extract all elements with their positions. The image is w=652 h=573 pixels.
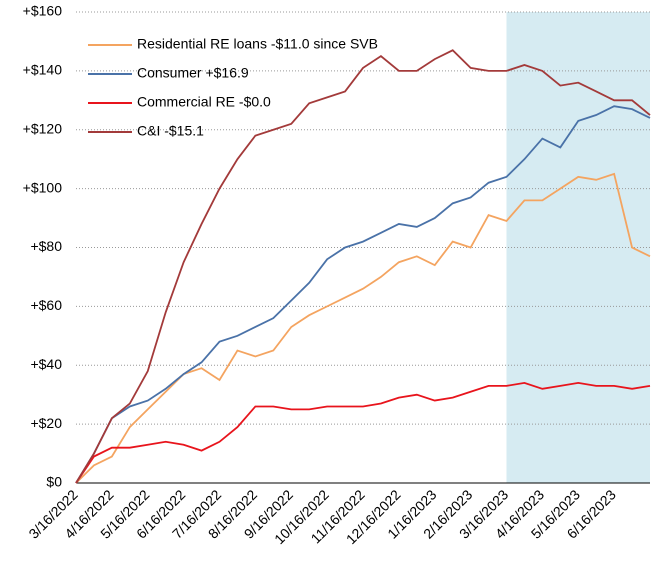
legend-label: Commercial RE -$0.0: [137, 94, 271, 110]
legend-label: C&I -$15.1: [137, 123, 204, 139]
series-line: [75, 172, 651, 484]
y-tick-label: +$100: [23, 179, 63, 195]
series-line: [75, 49, 651, 484]
y-tick-label: +$80: [30, 238, 62, 254]
y-tick-label: +$160: [23, 3, 63, 19]
highlight-region: [506, 12, 650, 483]
legend-label: Consumer +$16.9: [137, 65, 249, 81]
y-tick-label: $0: [46, 474, 62, 490]
series-line: [75, 381, 651, 484]
series-line: [75, 105, 651, 484]
y-tick-label: +$120: [23, 120, 63, 136]
y-tick-label: +$140: [23, 62, 63, 78]
legend-label: Residential RE loans -$11.0 since SVB: [137, 36, 378, 52]
y-tick-label: +$60: [30, 297, 62, 313]
y-tick-label: +$20: [30, 415, 62, 431]
y-tick-label: +$40: [30, 356, 62, 372]
